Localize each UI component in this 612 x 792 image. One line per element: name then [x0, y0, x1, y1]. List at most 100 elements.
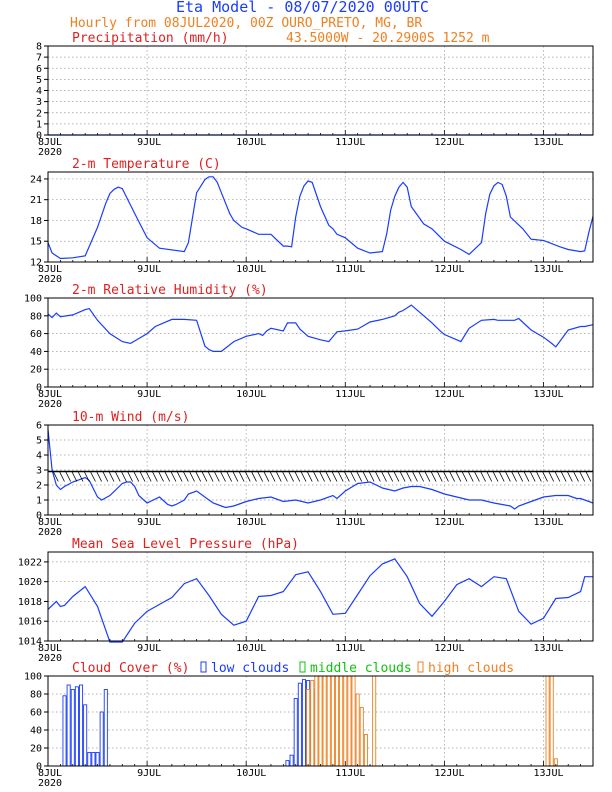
wind-barb	[449, 471, 455, 482]
plot-frame	[47, 551, 594, 642]
cloud-bar	[285, 760, 290, 767]
wind-barb	[443, 471, 449, 482]
x-tick-label: 9JUL	[137, 768, 161, 779]
cloud-bar	[372, 675, 377, 767]
y-tick-label: 1	[36, 496, 42, 507]
y-tick-label: 4	[36, 86, 42, 97]
y-tick-label: 1	[36, 119, 42, 130]
y-tick-label: 15	[30, 237, 42, 248]
y-tick-label: 7	[36, 53, 42, 64]
wind-barb	[213, 471, 220, 482]
cloud-bar	[549, 675, 554, 767]
y-tick-label: 60	[30, 329, 42, 340]
cloud-bar	[293, 698, 298, 767]
wind-barb	[362, 471, 369, 482]
wind-barb	[238, 471, 245, 482]
legend-swatch	[299, 661, 306, 673]
wind-barb	[176, 471, 183, 482]
x-tick-label: 13JUL	[533, 137, 563, 148]
x-tick-label: 11JUL	[335, 137, 365, 148]
header-coordinates: 43.5000W - 20.2900S 1252 m	[286, 31, 490, 46]
panel-title: Precipitation (mm/h)	[72, 31, 229, 46]
x-tick-label: 8JUL	[38, 643, 62, 654]
x-tick-label: 9JUL	[137, 137, 161, 148]
wind-barb	[59, 471, 65, 482]
y-tick-label: 18	[30, 216, 42, 227]
wind-barb	[579, 471, 586, 482]
y-tick-label: 2	[36, 108, 42, 119]
wind-barb	[207, 471, 214, 482]
wind-barb	[257, 471, 263, 482]
x-tick-label: 13JUL	[533, 389, 563, 400]
panel-5: Mean Sea Level Pressure (hPa) 1014 1016 101…	[18, 537, 594, 664]
cloud-bar	[62, 695, 67, 767]
wind-barb	[560, 471, 567, 482]
y-tick-label: 1018	[18, 597, 42, 608]
wind-barb	[102, 471, 109, 482]
wind-barb	[455, 471, 462, 482]
cloud-bar	[91, 752, 96, 767]
y-tick-label: 1016	[18, 617, 42, 628]
cloud-bar	[306, 689, 311, 767]
x-tick-label: 13JUL	[533, 768, 563, 779]
wind-barb	[566, 471, 573, 482]
x-tick-label: 13JUL	[533, 264, 563, 275]
series-line	[47, 558, 593, 643]
wind-barb	[300, 471, 307, 482]
x-year-label: 2020	[38, 778, 62, 789]
wind-barb	[393, 471, 400, 482]
wind-barb	[232, 471, 239, 482]
x-tick-label: 11JUL	[335, 517, 365, 528]
wind-barb	[356, 471, 363, 482]
wind-barb	[170, 471, 177, 482]
x-tick-label: 12JUL	[434, 137, 464, 148]
panel-2: 2-m Temperature (C) 12 15 18 21 24 8JUL 9JUL 10J…	[30, 157, 594, 285]
x-tick-label: 9JUL	[137, 643, 161, 654]
wind-barb	[542, 471, 548, 482]
wind-barb	[282, 471, 288, 482]
x-tick-label: 9JUL	[137, 264, 161, 275]
x-tick-label: 12JUL	[434, 643, 464, 654]
wind-barb	[319, 471, 325, 482]
cloud-bar	[301, 679, 306, 767]
wind-barb	[412, 471, 418, 482]
wind-barb	[381, 471, 387, 482]
legend-label: high clouds	[428, 661, 514, 676]
wind-barb	[195, 471, 202, 482]
y-tick-label: 40	[30, 726, 42, 737]
wind-barb	[517, 471, 524, 482]
cloud-bar	[297, 682, 302, 767]
x-tick-label: 8JUL	[38, 517, 62, 528]
y-tick-label: 80	[30, 311, 42, 322]
cloud-bar	[330, 675, 335, 767]
wind-barb	[418, 471, 425, 482]
wind-barb	[269, 471, 276, 482]
wind-barb	[164, 471, 171, 482]
wind-barb	[83, 471, 90, 482]
cloud-bar	[103, 689, 108, 767]
y-tick-label: 3	[36, 466, 42, 477]
x-tick-label: 11JUL	[335, 768, 365, 779]
wind-barb	[430, 471, 437, 482]
cloud-bar	[355, 693, 360, 767]
panel-title: 2-m Temperature (C)	[72, 157, 221, 172]
x-tick-label: 8JUL	[38, 264, 62, 275]
wind-barb	[331, 471, 338, 482]
cloud-bar	[343, 675, 348, 767]
x-tick-label: 10JUL	[236, 517, 266, 528]
wind-barb	[182, 471, 189, 482]
cloud-bar	[347, 675, 352, 767]
wind-barb	[405, 471, 412, 482]
wind-barb	[548, 471, 555, 482]
wind-barb	[127, 471, 133, 482]
wind-barb	[145, 471, 152, 482]
wind-barb	[436, 471, 443, 482]
y-tick-label: 3	[36, 97, 42, 108]
x-tick-label: 10JUL	[236, 137, 266, 148]
cloud-bar	[326, 675, 331, 767]
series-line	[47, 429, 594, 510]
y-tick-label: 40	[30, 347, 42, 358]
wind-barb	[288, 471, 294, 482]
cloud-bar	[66, 684, 71, 767]
